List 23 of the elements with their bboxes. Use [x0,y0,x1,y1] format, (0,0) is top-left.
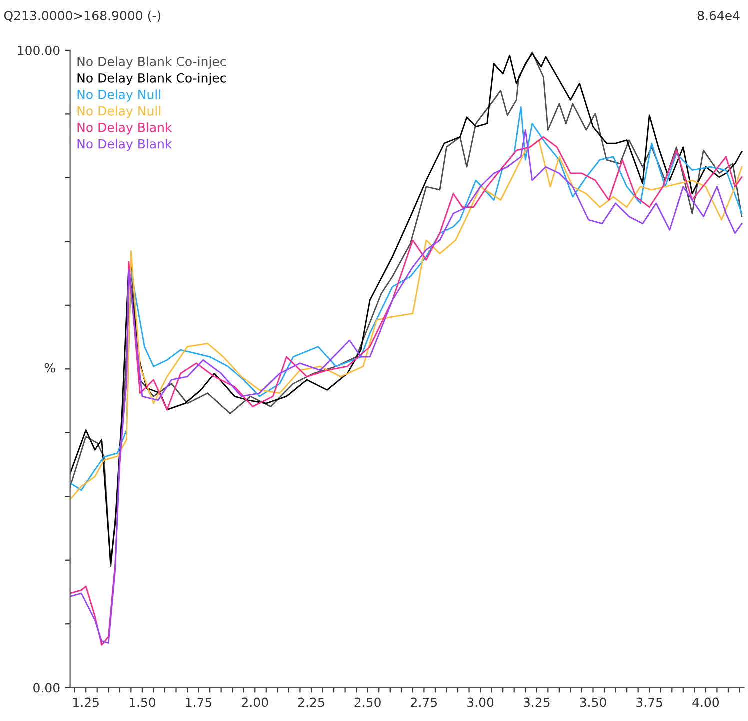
text: No Delay Null [78,106,160,118]
x-tick-label: 2.75 [411,698,438,708]
x-tick-label: 2.25 [298,698,324,708]
x-tick-label: 3.25 [524,698,550,708]
text: No Delay Blank [78,139,172,152]
x-tick-label: 2.00 [242,698,268,708]
x-tick-label: 1.50 [130,698,156,708]
x-tick-label: 4.00 [692,698,720,708]
x-tick-label: 2.50 [354,698,381,708]
y-tick-label: 0.00 [34,683,60,693]
text: No Delay Blank [78,122,172,135]
text: No Delay Null [78,90,160,102]
text: 8.64e4 [698,11,740,20]
x-tick-label: 3.50 [580,698,606,708]
chart-title: Q213.0000>168.9000 (-) [4,10,161,22]
x-tick-label: 1.75 [186,698,212,708]
x-tick-label: 3.00 [468,698,494,708]
x-tick-label: 3.75 [636,698,662,708]
y-tick-label: 100.00 [18,46,60,56]
text: No Delay Blank Co-injec [78,73,226,86]
y-axis-title: % [44,363,56,373]
x-tick-label: 1.25 [74,698,99,708]
text: No Delay Blank Co-injec [78,56,226,69]
